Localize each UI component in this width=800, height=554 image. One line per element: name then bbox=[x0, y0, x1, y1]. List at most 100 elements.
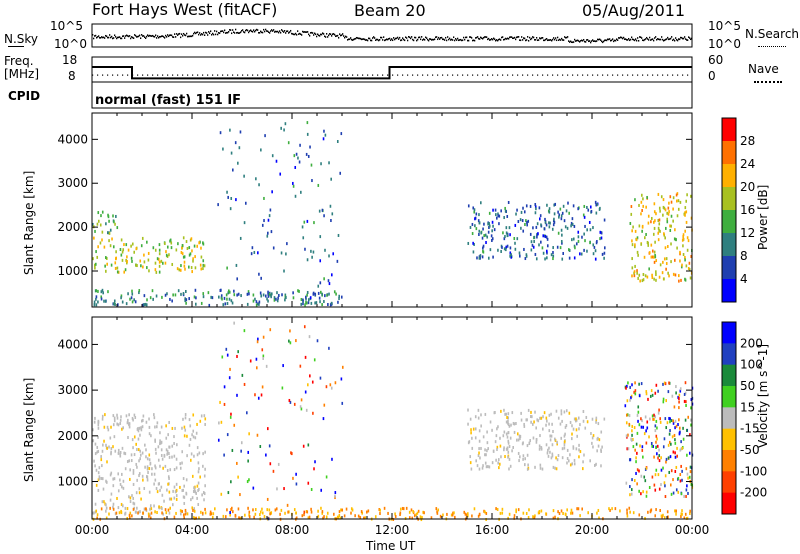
velocity-cell bbox=[487, 447, 489, 451]
nsky-point bbox=[681, 36, 683, 39]
velocity-cell bbox=[145, 507, 147, 511]
power-cell bbox=[573, 256, 576, 260]
power-cell bbox=[257, 302, 259, 306]
nsky-point bbox=[318, 34, 320, 37]
nsky-point bbox=[148, 35, 150, 37]
velocity-cell bbox=[119, 454, 122, 458]
velocity-cell bbox=[175, 511, 177, 515]
velocity-cell bbox=[151, 467, 153, 471]
velocity-cell bbox=[640, 417, 642, 421]
power-cell bbox=[107, 290, 109, 294]
velocity-cell bbox=[108, 512, 110, 516]
power-cell bbox=[663, 206, 666, 210]
power-cell bbox=[679, 200, 682, 204]
velocity-cell bbox=[149, 504, 152, 508]
nsky-point bbox=[525, 39, 527, 42]
power-cell bbox=[634, 198, 636, 202]
nave-dot bbox=[282, 74, 284, 76]
velocity-cell bbox=[117, 451, 120, 455]
power-cell bbox=[496, 216, 498, 220]
velocity-cell bbox=[577, 416, 580, 420]
power-cell bbox=[94, 266, 96, 270]
power-cell bbox=[551, 227, 554, 231]
power-cell bbox=[93, 303, 96, 307]
power-cell bbox=[330, 177, 332, 181]
power-cell bbox=[684, 206, 687, 210]
velocity-cell bbox=[116, 496, 118, 500]
power-cell bbox=[651, 249, 654, 253]
nave-dot bbox=[317, 74, 319, 76]
nsky-point bbox=[276, 30, 278, 33]
velocity-cell bbox=[648, 485, 651, 489]
nsky-point bbox=[559, 38, 561, 41]
velocity-cell bbox=[645, 490, 648, 494]
power-cell bbox=[667, 212, 670, 216]
nsky-point bbox=[385, 39, 387, 41]
nsky-point bbox=[545, 38, 547, 41]
nsky-point bbox=[469, 36, 471, 38]
power-cell bbox=[536, 233, 538, 237]
velocity-cell bbox=[295, 339, 297, 343]
velocity-cell bbox=[173, 496, 176, 500]
nsky-point bbox=[494, 38, 496, 41]
power-cell bbox=[250, 252, 253, 256]
power-cell bbox=[506, 234, 509, 238]
velocity-cell bbox=[478, 451, 480, 455]
power-cell bbox=[238, 146, 241, 150]
velocity-cell bbox=[101, 414, 104, 418]
power-cell bbox=[170, 246, 173, 250]
velocity-cell bbox=[669, 429, 671, 433]
power-cell bbox=[638, 273, 641, 277]
velocity-cell bbox=[530, 420, 532, 424]
velocity-cell bbox=[132, 446, 134, 450]
velocity-cell bbox=[560, 409, 563, 413]
power-cell bbox=[107, 213, 109, 217]
power-cell bbox=[474, 217, 476, 221]
nsky-point bbox=[638, 39, 640, 42]
nave-dot bbox=[257, 74, 259, 76]
velocity-cell bbox=[671, 435, 674, 439]
velocity-cell bbox=[625, 421, 628, 425]
velocity-cell bbox=[515, 510, 517, 514]
velocity-cell bbox=[517, 438, 520, 442]
velocity-cell bbox=[293, 402, 296, 406]
velocity-cell bbox=[651, 414, 654, 418]
nsky-point bbox=[396, 37, 398, 40]
velocity-cell bbox=[112, 477, 114, 481]
velocity-cell bbox=[121, 485, 123, 489]
velocity-cell bbox=[262, 356, 264, 360]
velocity-cell bbox=[482, 464, 484, 468]
nsky-point bbox=[130, 37, 132, 40]
velocity-cell bbox=[537, 511, 540, 515]
nsky-point bbox=[520, 39, 522, 42]
velocity-cell bbox=[537, 419, 540, 423]
velocity-cell bbox=[675, 424, 678, 428]
power-cell bbox=[267, 218, 270, 222]
velocity-cell bbox=[485, 465, 488, 469]
nsky-point bbox=[240, 31, 242, 33]
velocity-cell bbox=[506, 415, 508, 419]
nsky-point bbox=[491, 38, 493, 40]
velocity-cell bbox=[97, 478, 100, 482]
power-cell bbox=[686, 236, 689, 240]
power-cell bbox=[524, 223, 526, 227]
power-cell bbox=[271, 190, 273, 194]
velocity-cell bbox=[201, 511, 204, 515]
nsky-point bbox=[120, 37, 122, 40]
velocity-cell bbox=[672, 419, 675, 423]
nsky-point bbox=[345, 35, 347, 38]
velocity-cell bbox=[96, 513, 99, 517]
power-cell bbox=[658, 228, 660, 232]
velocity-cell bbox=[507, 450, 510, 454]
nsearch-dotted bbox=[758, 46, 786, 47]
power-cell bbox=[310, 249, 312, 253]
velocity-cell bbox=[517, 508, 520, 512]
power-cell bbox=[321, 303, 323, 307]
nsky-point bbox=[111, 35, 113, 38]
velocity-cell bbox=[281, 386, 284, 390]
power-cell bbox=[663, 277, 665, 281]
power-cell bbox=[565, 209, 568, 213]
velocity-cell bbox=[131, 494, 133, 498]
power-cell bbox=[293, 154, 296, 158]
velocity-cell bbox=[491, 461, 494, 465]
